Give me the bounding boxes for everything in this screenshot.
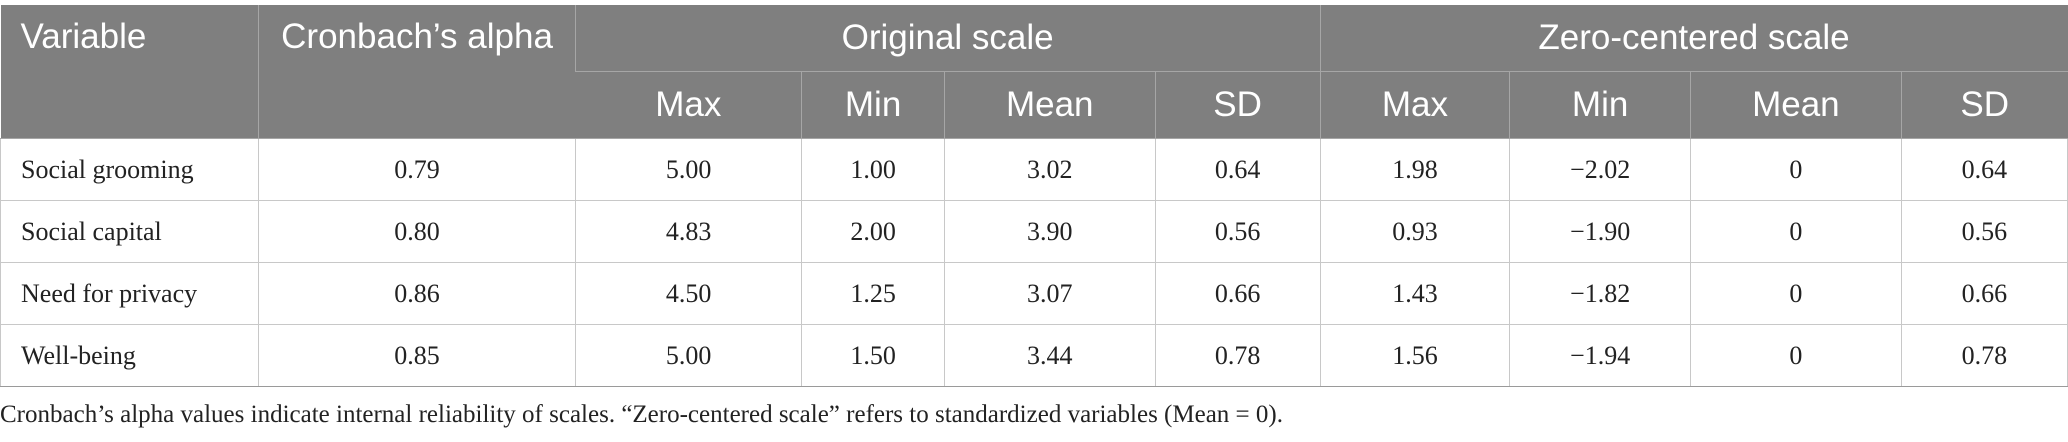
cell-original-min: 2.00 (801, 200, 945, 263)
header-original-sd: SD (1154, 71, 1321, 139)
cell-original-mean: 3.44 (943, 324, 1156, 387)
cell-original-min: 1.00 (801, 138, 945, 201)
cell-alpha: 0.86 (258, 262, 576, 325)
cell-zero-mean: 0 (1689, 200, 1902, 263)
header-zero-mean: Mean (1689, 71, 1902, 139)
header-zero-sd: SD (1900, 71, 2068, 139)
cell-alpha: 0.79 (258, 138, 576, 201)
cell-original-sd: 0.66 (1154, 262, 1321, 325)
header-variable: Variable (0, 5, 259, 139)
cell-zero-min: −1.82 (1509, 262, 1691, 325)
data-table-container: Variable Cronbach’s alpha Original scale… (0, 5, 2068, 387)
cell-zero-max: 1.56 (1319, 324, 1510, 387)
cell-original-mean: 3.07 (943, 262, 1156, 325)
table-row: Well-being 0.85 5.00 1.50 3.44 0.78 1.56… (0, 324, 2068, 387)
cell-zero-mean: 0 (1689, 324, 1902, 387)
cell-zero-min: −1.90 (1509, 200, 1691, 263)
cell-zero-sd: 0.66 (1900, 262, 2068, 325)
header-cronbach-alpha: Cronbach’s alpha (258, 5, 576, 139)
cell-original-max: 4.50 (574, 262, 802, 325)
cell-original-sd: 0.64 (1154, 138, 1321, 201)
header-zero-centered-scale: Zero-centered scale (1319, 5, 2068, 72)
reliability-descriptives-table: Variable Cronbach’s alpha Original scale… (0, 5, 2068, 387)
cell-zero-mean: 0 (1689, 138, 1902, 201)
cell-variable: Well-being (0, 324, 259, 387)
table-footnote: Cronbach’s alpha values indicate interna… (0, 401, 1283, 428)
cell-alpha: 0.80 (258, 200, 576, 263)
header-original-min: Min (801, 71, 945, 139)
cell-original-mean: 3.90 (943, 200, 1156, 263)
cell-original-min: 1.25 (801, 262, 945, 325)
cell-original-min: 1.50 (801, 324, 945, 387)
cell-original-sd: 0.56 (1154, 200, 1321, 263)
header-original-mean: Mean (943, 71, 1156, 139)
table-row: Need for privacy 0.86 4.50 1.25 3.07 0.6… (0, 262, 2068, 325)
cell-alpha: 0.85 (258, 324, 576, 387)
cell-zero-sd: 0.78 (1900, 324, 2068, 387)
cell-original-max: 5.00 (574, 138, 802, 201)
cell-zero-max: 1.43 (1319, 262, 1510, 325)
table-row: Social grooming 0.79 5.00 1.00 3.02 0.64… (0, 138, 2068, 201)
cell-variable: Social capital (0, 200, 259, 263)
table-row: Social capital 0.80 4.83 2.00 3.90 0.56 … (0, 200, 2068, 263)
cell-zero-sd: 0.56 (1900, 200, 2068, 263)
table-header: Variable Cronbach’s alpha Original scale… (0, 5, 2068, 139)
header-zero-min: Min (1509, 71, 1691, 139)
cell-zero-min: −2.02 (1509, 138, 1691, 201)
cell-variable: Social grooming (0, 138, 259, 201)
cell-zero-sd: 0.64 (1900, 138, 2068, 201)
cell-zero-max: 0.93 (1319, 200, 1510, 263)
table-body: Social grooming 0.79 5.00 1.00 3.02 0.64… (0, 138, 2068, 387)
cell-zero-min: −1.94 (1509, 324, 1691, 387)
cell-zero-max: 1.98 (1319, 138, 1510, 201)
cell-original-sd: 0.78 (1154, 324, 1321, 387)
header-original-scale: Original scale (574, 5, 1321, 72)
cell-variable: Need for privacy (0, 262, 259, 325)
cell-original-max: 5.00 (574, 324, 802, 387)
cell-original-mean: 3.02 (943, 138, 1156, 201)
cell-zero-mean: 0 (1689, 262, 1902, 325)
header-original-max: Max (575, 71, 802, 139)
cell-original-max: 4.83 (574, 200, 802, 263)
header-zero-max: Max (1319, 71, 1510, 139)
